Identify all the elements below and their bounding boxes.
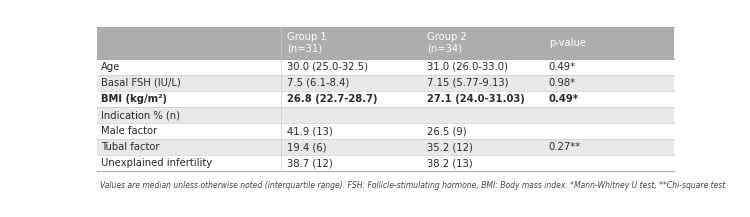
Bar (97, 27, 674, 59)
Bar (97, 139, 674, 155)
Text: 38.2 (13): 38.2 (13) (427, 158, 472, 168)
Text: 38.7 (12): 38.7 (12) (287, 158, 333, 168)
Text: p-value: p-value (549, 38, 586, 48)
Text: 7.15 (5.77-9.13): 7.15 (5.77-9.13) (427, 78, 508, 88)
Bar (97, 123, 674, 139)
Text: Group 2
(n=34): Group 2 (n=34) (427, 32, 466, 54)
Text: 27.1 (24.0-31.03): 27.1 (24.0-31.03) (427, 94, 524, 104)
Text: 7.5 (6.1-8.4): 7.5 (6.1-8.4) (287, 78, 350, 88)
Text: 41.9 (13): 41.9 (13) (287, 126, 333, 136)
Text: 0.27**: 0.27** (549, 142, 581, 152)
Text: 26.5 (9): 26.5 (9) (427, 126, 466, 136)
Text: 0.98*: 0.98* (549, 78, 576, 88)
Text: 0.49*: 0.49* (549, 62, 576, 72)
Text: Male factor: Male factor (101, 126, 158, 136)
Text: Unexplained infertility: Unexplained infertility (101, 158, 212, 168)
Text: 19.4 (6): 19.4 (6) (287, 142, 327, 152)
Text: 30.0 (25.0-32.5): 30.0 (25.0-32.5) (287, 62, 368, 72)
Text: Age: Age (101, 62, 121, 72)
Text: Tubal factor: Tubal factor (101, 142, 160, 152)
Text: Values are median unless otherwise noted (interquartile range). FSH: Follicle-st: Values are median unless otherwise noted… (100, 181, 725, 190)
Text: 26.8 (22.7-28.7): 26.8 (22.7-28.7) (287, 94, 378, 104)
Text: Basal FSH (IU/L): Basal FSH (IU/L) (101, 78, 181, 88)
Text: 35.2 (12): 35.2 (12) (427, 142, 472, 152)
Bar (97, 59, 674, 75)
Bar (97, 155, 674, 171)
Text: Indication % (n): Indication % (n) (101, 110, 180, 120)
Text: 31.0 (26.0-33.0): 31.0 (26.0-33.0) (427, 62, 508, 72)
Bar (97, 75, 674, 91)
Text: Group 1
(n=31): Group 1 (n=31) (287, 32, 327, 54)
Text: BMI (kg/m²): BMI (kg/m²) (101, 94, 167, 104)
Text: 0.49*: 0.49* (549, 94, 579, 104)
Bar (97, 91, 674, 107)
Bar (97, 107, 674, 123)
